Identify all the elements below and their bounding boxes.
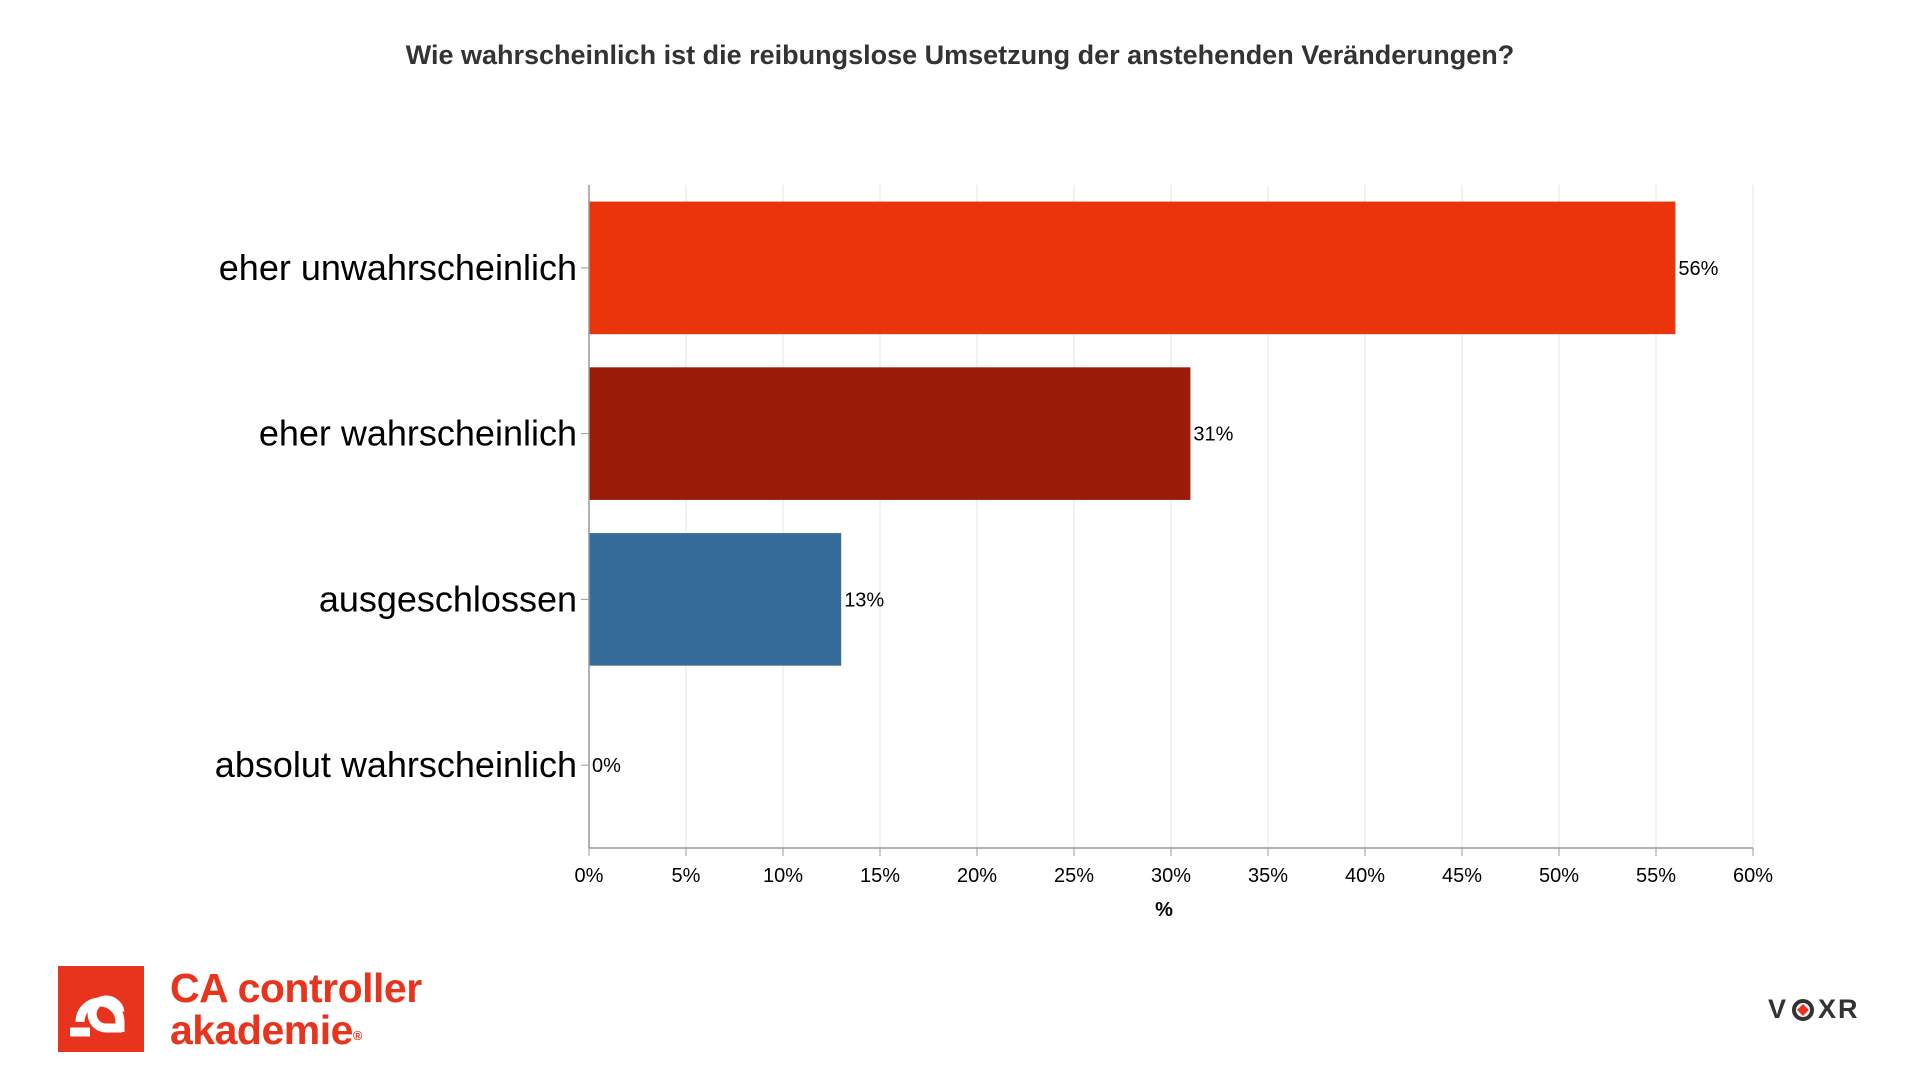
labels: 0% 5% 10% 15% 20% 25% 30% 35% 40% 45% 50% 55% 60% ehe…: [215, 247, 1773, 887]
x-tick-label: 40%: [1345, 865, 1385, 887]
bar: [589, 367, 1191, 500]
category-label: eher wahrscheinlich: [259, 413, 577, 454]
x-tick-label: 60%: [1733, 865, 1773, 887]
x-tick-label: 55%: [1636, 865, 1676, 887]
category-label: ausgeschlossen: [319, 578, 577, 619]
x-tick-label: 35%: [1248, 865, 1288, 887]
ca-logo-text: CA controller akademie®: [170, 967, 422, 1051]
data-label: 56%: [1678, 258, 1718, 280]
x-tick-label: 45%: [1442, 865, 1482, 887]
category-label: eher unwahrscheinlich: [219, 247, 577, 288]
x-axis-title: %: [1155, 899, 1173, 921]
x-tick-label: 20%: [957, 865, 997, 887]
x-tick-label: 30%: [1151, 865, 1191, 887]
ca-controller-akademie-logo: CA controller akademie®: [58, 966, 422, 1052]
ca-logo-line2-text: akademie: [170, 1007, 353, 1053]
ca-logo-icon: [58, 966, 144, 1052]
x-tick-label: 0%: [575, 865, 604, 887]
ca-logo-line2: akademie®: [170, 1009, 422, 1051]
x-tick-label: 10%: [763, 865, 803, 887]
voxr-o-icon: [1792, 998, 1815, 1021]
x-tick-label: 25%: [1054, 865, 1094, 887]
bar: [589, 533, 842, 666]
x-tick-label: 5%: [672, 865, 701, 887]
bars: [589, 201, 1676, 666]
registered-mark: ®: [352, 1028, 363, 1043]
data-label: 13%: [844, 589, 884, 611]
category-label: absolut wahrscheinlich: [215, 744, 577, 785]
data-label: 0%: [592, 755, 621, 777]
x-tick-label: 15%: [860, 865, 900, 887]
chart-title: Wie wahrscheinlich ist die reibungslose …: [405, 40, 1515, 70]
ca-logo-line1: CA controller: [170, 965, 422, 1011]
x-tick-label: 50%: [1539, 865, 1579, 887]
bar: [589, 201, 1676, 335]
data-label: 31%: [1193, 424, 1233, 446]
axes: [581, 185, 1754, 856]
